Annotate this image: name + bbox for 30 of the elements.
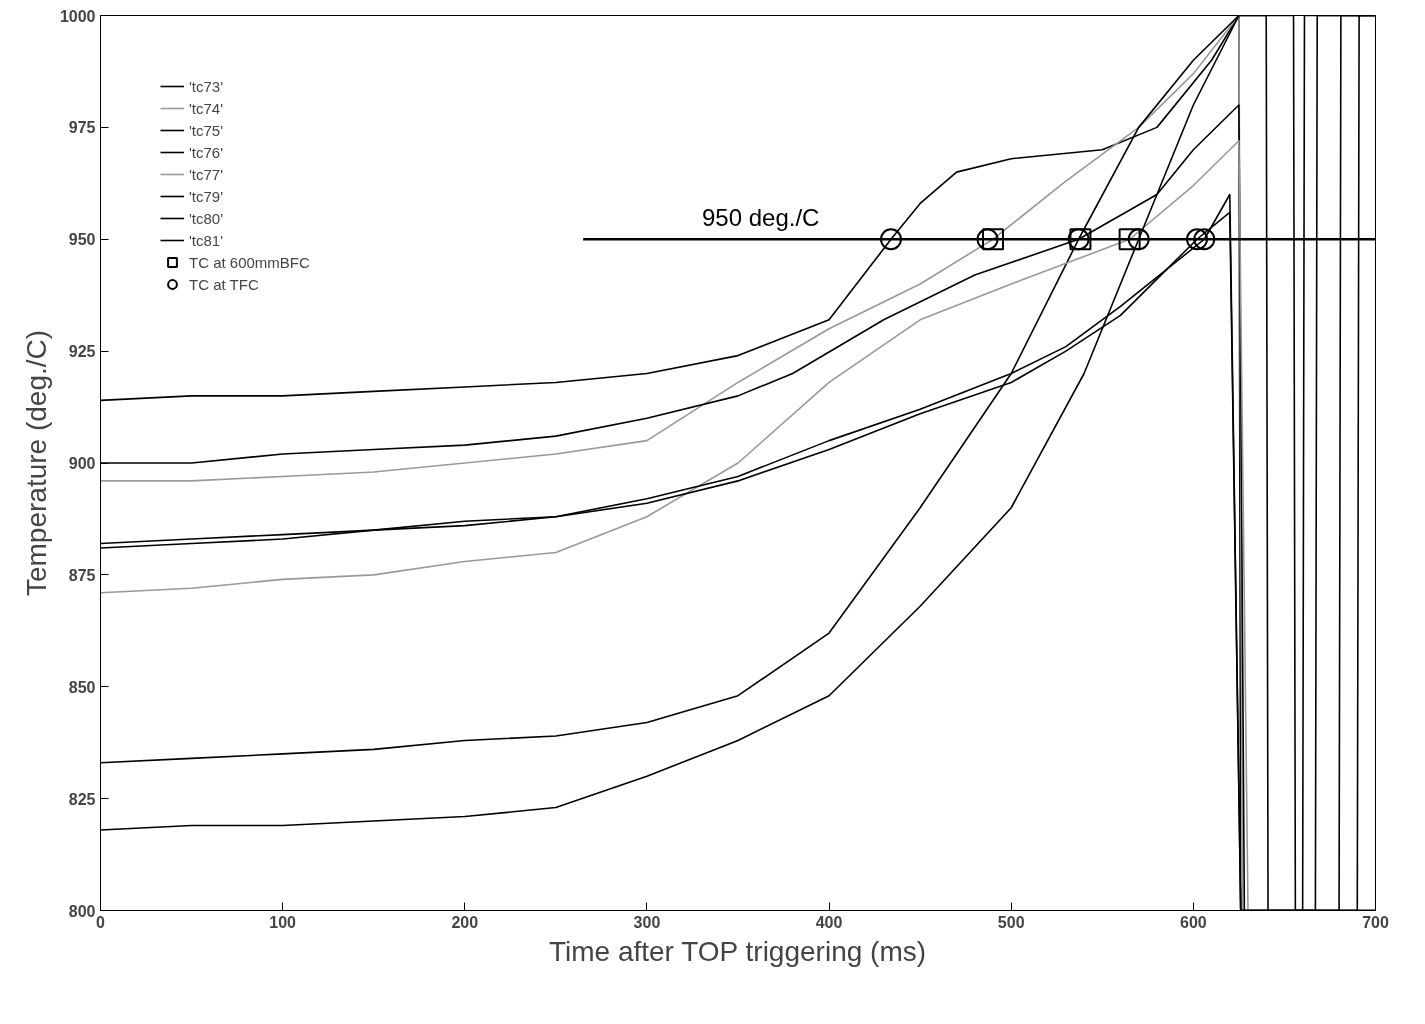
x-axis-title: Time after TOP triggering (ms) [548, 935, 927, 967]
legend-label: TC at TFC [189, 274, 259, 295]
legend-label: 'tc75' [189, 120, 224, 141]
legend-label: 'tc76' [189, 142, 224, 163]
y-tick-label: 975 [68, 119, 96, 137]
y-tick-label: 925 [68, 343, 96, 361]
legend-label: 'tc73' [189, 76, 224, 97]
legend-label: 'tc81' [189, 230, 224, 251]
x-tick-label: 700 [1362, 913, 1389, 931]
series-label: 950 deg./C [702, 204, 820, 232]
y-tick-label: 950 [68, 231, 96, 249]
y-tick-label: 1000 [59, 7, 96, 25]
x-tick-label: 600 [1180, 913, 1207, 931]
legend-label: 'tc74' [189, 98, 224, 119]
x-tick-label: 300 [633, 913, 661, 931]
x-tick-label: 200 [451, 913, 479, 931]
y-tick-label: 800 [68, 902, 96, 920]
y-tick-label: 875 [68, 566, 96, 584]
x-tick-label: 400 [815, 913, 843, 931]
legend-label: TC at 600mmBFC [189, 252, 310, 273]
x-tick-label: 0 [96, 913, 106, 931]
legend-label: 'tc77' [189, 164, 224, 185]
y-tick-label: 900 [68, 455, 96, 472]
y-axis-title: Temperature (deg./C) [20, 329, 52, 597]
x-tick-label: 100 [269, 913, 297, 931]
y-tick-label: 850 [68, 678, 96, 696]
x-tick-label: 500 [997, 913, 1025, 931]
legend-label: 'tc79' [189, 186, 224, 207]
y-tick-label: 825 [68, 790, 96, 808]
legend-label: 'tc80' [189, 208, 224, 229]
